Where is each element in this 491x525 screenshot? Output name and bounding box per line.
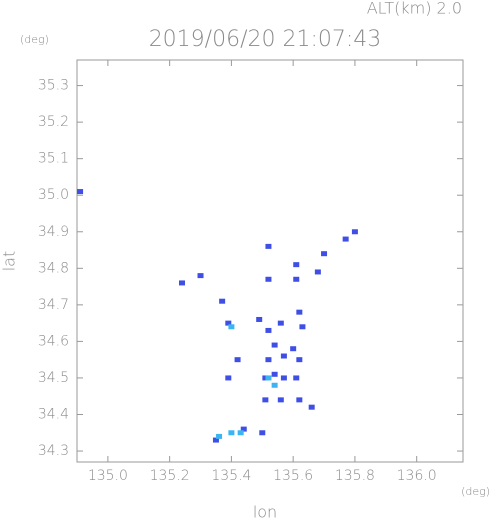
echo-cell [280, 353, 287, 359]
echo-cell [342, 236, 349, 242]
echo-cell [271, 371, 278, 377]
y-tick-label: 35.3 [38, 78, 69, 94]
echo-cell [262, 397, 269, 403]
x-axis-label: lon [253, 503, 277, 522]
y-tick-label: 34.6 [38, 333, 69, 349]
y-tick-label: 34.8 [38, 260, 69, 276]
echo-cell [216, 433, 223, 439]
echo-cell [296, 397, 303, 403]
echo-cell [271, 342, 278, 348]
x-tick-label: 135.2 [150, 468, 190, 484]
altitude-label: ALT(km) 2.0 [367, 0, 462, 18]
echo-cell [265, 327, 272, 333]
echo-cell [265, 243, 272, 249]
echo-cell [219, 298, 226, 304]
x-tick-label: 135.0 [88, 468, 128, 484]
echo-cell [228, 430, 235, 436]
echo-cell [299, 324, 306, 330]
echo-cell [225, 320, 232, 326]
echo-cell [197, 273, 204, 279]
echo-cell [351, 229, 358, 235]
echo-cell [234, 357, 241, 363]
echo-cell [293, 276, 300, 282]
y-tick-label: 35.1 [38, 151, 69, 167]
echo-cell [237, 430, 244, 436]
x-tick-label: 136.0 [397, 468, 437, 484]
echo-cell [290, 346, 297, 352]
x-unit: (deg) [461, 485, 490, 498]
y-unit: (deg) [20, 33, 49, 46]
echo-cell [293, 375, 300, 381]
echo-cell [240, 426, 247, 432]
y-tick-label: 34.4 [38, 406, 69, 422]
echo-cell [293, 262, 300, 268]
echo-cell [277, 320, 284, 326]
echo-cell [321, 251, 328, 257]
y-axis-label: lat [0, 251, 19, 272]
echo-cell [277, 397, 284, 403]
y-tick-label: 34.7 [38, 297, 69, 313]
echo-cell [178, 280, 185, 286]
x-tick-label: 135.4 [211, 468, 251, 484]
y-tick-label: 34.3 [38, 443, 69, 459]
echo-cell [225, 375, 232, 381]
echo-cell [265, 357, 272, 363]
chart-title: 2019/06/20 21:07:43 [149, 27, 382, 52]
echo-cell [256, 316, 263, 322]
echo-cell [228, 324, 235, 330]
x-tick-label: 135.8 [335, 468, 375, 484]
y-tick-label: 35.0 [38, 187, 69, 203]
echo-cell [259, 430, 266, 436]
echo-cell [308, 404, 315, 410]
y-tick-label: 35.2 [38, 114, 69, 130]
y-tick-label: 34.5 [38, 370, 69, 386]
echo-cell [77, 189, 84, 195]
echo-cell [271, 382, 278, 388]
echo-cell [280, 375, 287, 381]
plot-frame [76, 59, 464, 463]
echo-cell [265, 375, 272, 381]
echo-cell [265, 276, 272, 282]
echo-cell [212, 437, 219, 443]
y-tick-label: 34.9 [38, 224, 69, 240]
x-tick-label: 135.6 [273, 468, 313, 484]
echo-cell [314, 269, 321, 275]
echo-cell [262, 375, 269, 381]
echo-cell [296, 357, 303, 363]
echo-cell [296, 309, 303, 315]
